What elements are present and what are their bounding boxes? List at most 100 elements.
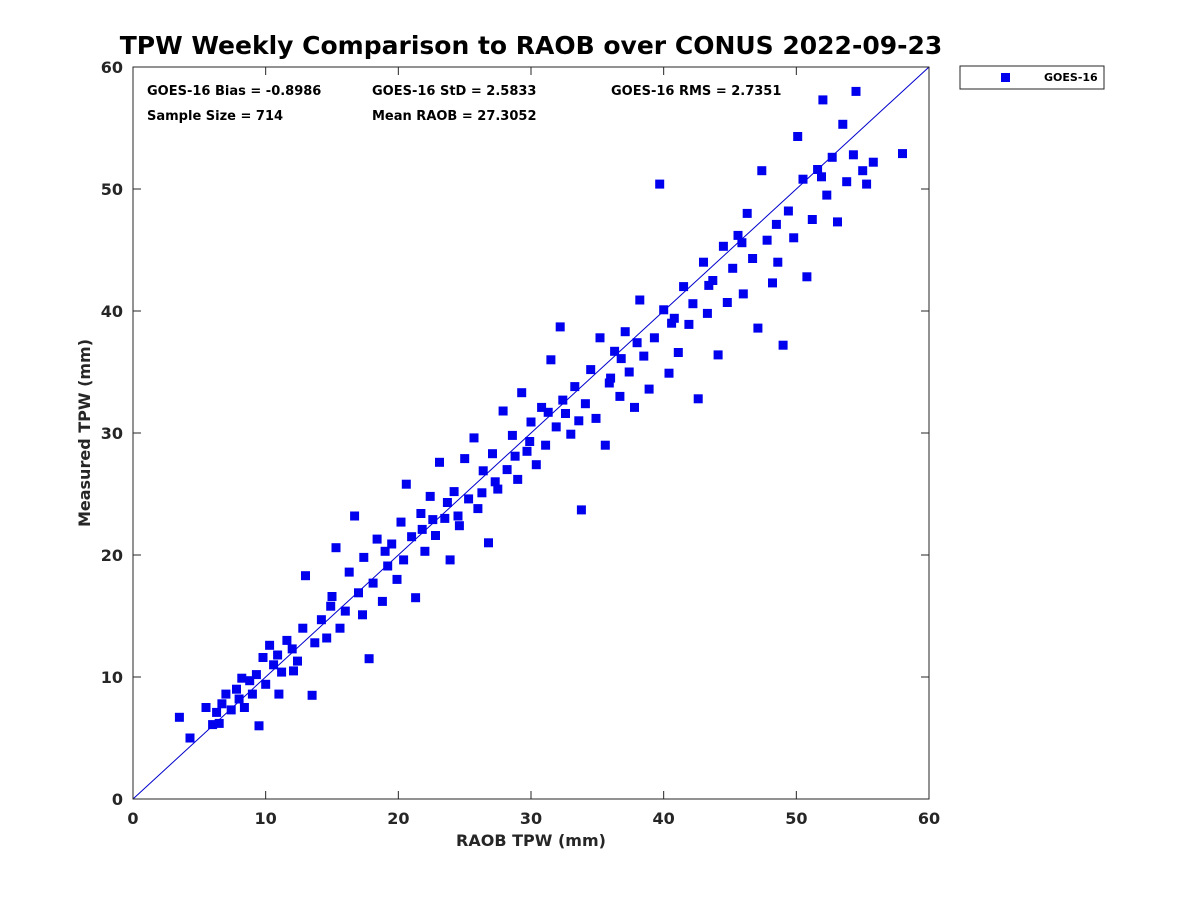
- data-point: [232, 684, 241, 694]
- data-point: [277, 667, 287, 677]
- data-point: [174, 712, 184, 722]
- data-point: [591, 413, 601, 423]
- y-tick-label: 40: [101, 302, 123, 321]
- data-point: [813, 165, 823, 174]
- data-point: [416, 509, 426, 518]
- data-point: [748, 254, 758, 263]
- data-point: [842, 177, 852, 187]
- data-point: [817, 172, 826, 182]
- data-point: [600, 440, 610, 450]
- data-point: [718, 241, 728, 251]
- data-point: [604, 378, 614, 388]
- stat-mean-raob: Mean RAOB = 27.3052: [372, 109, 537, 124]
- data-point: [493, 484, 503, 494]
- data-point: [566, 429, 576, 439]
- data-point: [442, 498, 452, 507]
- data-point: [464, 494, 474, 504]
- data-point: [615, 391, 625, 401]
- data-point: [510, 451, 520, 461]
- data-point: [793, 132, 803, 141]
- data-point: [344, 567, 354, 577]
- data-point: [833, 217, 842, 227]
- stat-std: GOES-16 StD = 2.5833: [372, 84, 536, 99]
- data-point: [364, 654, 374, 664]
- data-point: [245, 676, 255, 686]
- data-point: [669, 313, 679, 323]
- data-point: [287, 644, 297, 654]
- data-point: [247, 689, 257, 699]
- x-axis-ticks: 0 10 20 30 40 50 60: [127, 67, 940, 828]
- data-point: [684, 319, 694, 329]
- data-point: [728, 263, 738, 273]
- data-point: [655, 179, 665, 189]
- data-point: [289, 666, 298, 676]
- data-point: [368, 578, 378, 588]
- data-point: [546, 355, 556, 365]
- data-point: [273, 650, 283, 660]
- data-point: [377, 596, 387, 606]
- data-point: [282, 635, 292, 645]
- x-tick-label: 40: [653, 809, 675, 828]
- legend-marker-square: [1001, 73, 1010, 82]
- data-point: [693, 394, 703, 404]
- data-point: [399, 555, 409, 565]
- data-point: [868, 157, 878, 167]
- data-point: [757, 166, 767, 176]
- data-point: [630, 402, 639, 412]
- data-point: [387, 539, 397, 549]
- y-tick-label: 10: [101, 668, 123, 687]
- data-point: [420, 546, 430, 556]
- data-point: [469, 433, 479, 443]
- data-point: [473, 504, 483, 514]
- data-point: [531, 460, 541, 470]
- data-point: [372, 534, 382, 544]
- legend-label-goes16: GOES-16: [1044, 71, 1098, 84]
- stat-bias: GOES-16 Bias = -0.8986: [147, 84, 321, 99]
- data-point: [667, 318, 677, 328]
- data-point: [551, 422, 561, 432]
- data-point: [762, 235, 772, 245]
- reference-line-1to1: [132, 66, 930, 800]
- data-point: [783, 206, 793, 216]
- data-point: [827, 152, 837, 162]
- y-tick-label: 30: [101, 424, 123, 443]
- data-point: [453, 511, 463, 521]
- data-point: [274, 689, 284, 699]
- data-point: [380, 546, 390, 556]
- data-point: [293, 656, 302, 666]
- data-point: [226, 705, 236, 715]
- data-point: [507, 430, 517, 440]
- data-point: [620, 327, 630, 337]
- data-point: [632, 338, 642, 348]
- data-point: [664, 368, 674, 378]
- data-point: [713, 350, 723, 360]
- data-point: [679, 282, 689, 292]
- data-point: [431, 531, 440, 540]
- x-tick-label: 0: [127, 809, 138, 828]
- data-point: [688, 299, 698, 309]
- data-point: [595, 333, 605, 343]
- data-point: [440, 513, 450, 523]
- data-point: [858, 166, 868, 176]
- x-tick-label: 30: [520, 809, 542, 828]
- data-point: [460, 454, 470, 464]
- data-point: [624, 367, 634, 377]
- data-point: [214, 718, 224, 728]
- data-point: [708, 276, 718, 285]
- data-point: [543, 407, 553, 417]
- data-point: [269, 660, 279, 670]
- data-point: [428, 515, 438, 525]
- data-point: [822, 190, 832, 200]
- data-point: [522, 446, 532, 456]
- data-point: [802, 272, 812, 282]
- data-point: [411, 593, 421, 603]
- data-point: [558, 395, 568, 405]
- y-tick-label: 20: [101, 546, 123, 565]
- data-point: [477, 488, 487, 498]
- data-points-layer: [174, 86, 907, 743]
- data-point: [616, 354, 626, 364]
- y-axis-label: Measured TPW (mm): [75, 339, 94, 527]
- y-tick-label: 50: [101, 180, 123, 199]
- chart-title: TPW Weekly Comparison to RAOB over CONUS…: [120, 31, 943, 60]
- data-point: [478, 466, 488, 476]
